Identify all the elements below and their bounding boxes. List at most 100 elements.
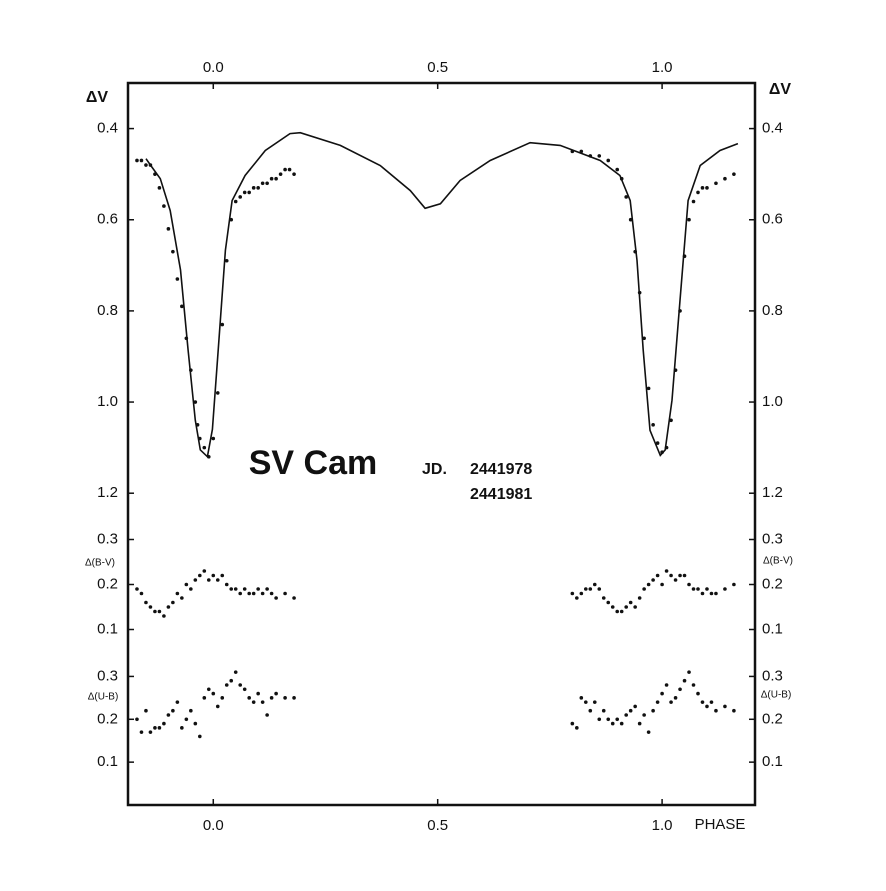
data-point <box>579 696 584 700</box>
data-point <box>673 578 678 582</box>
y-tick-label: 0.3 <box>762 530 783 547</box>
data-point <box>583 700 588 704</box>
data-point <box>166 605 171 609</box>
x-tick-label: 1.0 <box>652 59 673 76</box>
data-point <box>251 591 256 596</box>
data-point <box>175 277 180 281</box>
data-point <box>260 181 265 186</box>
data-point <box>148 605 153 609</box>
data-point <box>678 309 682 313</box>
data-point <box>206 578 211 582</box>
data-point <box>579 149 584 154</box>
y-tick-label: 0.1 <box>762 753 783 770</box>
data-point <box>633 704 637 709</box>
data-point <box>687 217 691 222</box>
data-point <box>135 717 139 722</box>
y-tick-label: 0.1 <box>97 620 118 637</box>
data-point <box>669 418 673 423</box>
data-point <box>615 609 620 614</box>
y-tick-label: 0.1 <box>762 620 783 637</box>
data-point <box>251 186 256 190</box>
data-point <box>714 708 718 713</box>
data-point <box>709 591 714 596</box>
data-point <box>238 683 243 687</box>
x-tick-label: 1.0 <box>652 817 673 834</box>
data-point <box>171 600 175 605</box>
y-axis-label: Δ(B-V) <box>763 556 793 567</box>
data-point <box>229 587 234 591</box>
data-point <box>193 578 198 582</box>
y-axis-label: ΔV <box>769 81 792 98</box>
data-point <box>619 176 624 181</box>
data-point <box>660 582 664 587</box>
data-point <box>171 708 175 713</box>
data-point <box>597 587 602 591</box>
data-point <box>215 704 220 709</box>
data-point <box>157 609 162 614</box>
data-point <box>714 181 718 186</box>
data-point <box>233 670 238 674</box>
data-point <box>687 582 691 587</box>
y-tick-label: 1.2 <box>762 484 783 501</box>
data-point <box>184 717 189 722</box>
data-point <box>283 696 287 700</box>
data-point <box>292 172 296 176</box>
data-point <box>628 708 633 713</box>
data-point <box>175 700 180 704</box>
data-point <box>624 195 628 199</box>
plot-frame <box>126 81 757 807</box>
data-point <box>705 186 709 190</box>
y-tick-label: 0.3 <box>97 667 118 684</box>
data-point <box>256 691 260 696</box>
data-point <box>153 172 157 176</box>
data-point <box>723 176 727 181</box>
y-tick-label: 0.3 <box>762 667 783 684</box>
data-point <box>709 700 714 704</box>
data-point <box>646 730 651 734</box>
data-point <box>256 587 260 591</box>
data-point <box>624 713 628 717</box>
data-point <box>215 578 220 582</box>
data-point <box>642 713 646 717</box>
data-point <box>224 258 229 263</box>
data-point <box>184 336 189 341</box>
data-point <box>202 696 207 700</box>
data-point <box>637 721 642 726</box>
data-point <box>655 441 660 445</box>
data-point <box>139 158 144 163</box>
data-point <box>292 596 296 600</box>
data-point <box>588 708 593 713</box>
data-point <box>198 436 202 441</box>
data-point <box>157 726 162 730</box>
y-axis-label: Δ(U-B) <box>761 690 792 701</box>
data-point <box>224 683 229 687</box>
data-point <box>642 587 646 591</box>
data-point <box>696 190 700 195</box>
data-point <box>646 386 651 391</box>
data-point <box>664 569 669 573</box>
data-point <box>732 582 736 587</box>
data-point <box>166 227 171 231</box>
data-point <box>260 700 265 704</box>
data-point <box>238 195 243 199</box>
data-point <box>687 670 691 674</box>
data-point <box>732 172 736 176</box>
data-point <box>696 691 700 696</box>
data-point <box>247 190 251 195</box>
data-point <box>162 614 166 618</box>
x-tick-label: 0.0 <box>203 59 224 76</box>
data-point <box>211 573 216 578</box>
y-tick-label: 1.2 <box>97 484 118 501</box>
y-tick-label: 1.0 <box>97 393 118 410</box>
data-point <box>583 587 588 591</box>
y-tick-label: 1.0 <box>762 393 783 410</box>
y-tick-label: 0.2 <box>97 575 118 592</box>
data-point <box>682 573 687 578</box>
data-point <box>274 691 278 696</box>
data-point <box>691 683 696 687</box>
data-point <box>233 199 238 204</box>
data-point <box>211 691 216 696</box>
data-point <box>265 181 269 186</box>
data-point <box>601 596 606 600</box>
